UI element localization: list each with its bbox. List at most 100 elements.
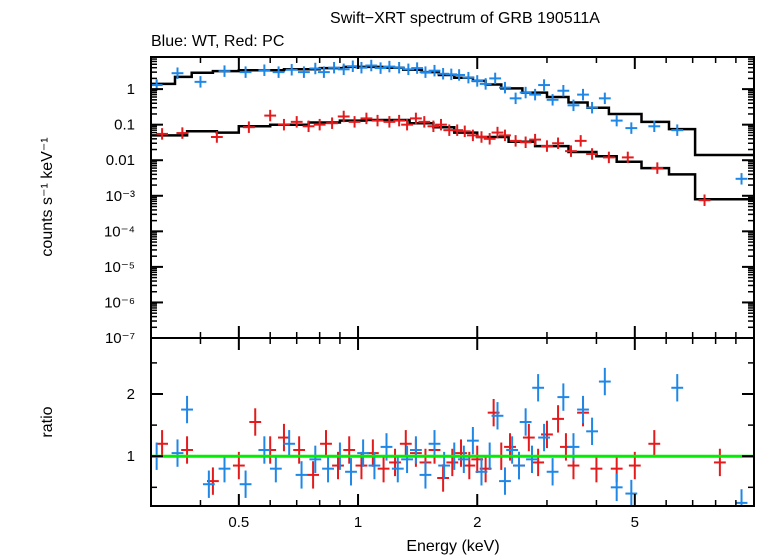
spectrum-pc-point bbox=[458, 125, 471, 138]
ratio-pc-point bbox=[446, 448, 459, 477]
model-line-wt bbox=[151, 65, 754, 157]
spectrum-wt-point bbox=[393, 61, 406, 74]
ratio-pc-point bbox=[713, 448, 726, 477]
spectrum-pc-point bbox=[348, 116, 361, 128]
spectrum-pc-point bbox=[302, 120, 315, 133]
spectrum-wt-point bbox=[194, 76, 207, 88]
spectrum-wt-point bbox=[538, 79, 550, 91]
ratio-pc-point bbox=[278, 423, 290, 452]
spectrum-wt-point bbox=[337, 63, 350, 76]
ratio-wt-point bbox=[409, 436, 422, 464]
ratio-wt-point bbox=[295, 461, 308, 489]
ratio-wt-layer bbox=[150, 367, 748, 506]
spectrum-pc-point bbox=[337, 110, 350, 123]
ratio-wt-point bbox=[625, 479, 638, 506]
ratio-pc-point bbox=[437, 464, 450, 492]
spectrum-wt-point bbox=[298, 66, 310, 78]
ratio-wt-point bbox=[457, 445, 470, 474]
ratio-wt-point bbox=[671, 374, 684, 402]
ratio-pc-point bbox=[320, 430, 332, 458]
ratio-wt-point bbox=[577, 395, 589, 424]
spectrum-wt-point bbox=[519, 86, 532, 99]
spectrum-pc-point bbox=[383, 116, 396, 128]
spectrum-wt-point bbox=[529, 88, 542, 101]
spectrum-y-tick-label: 10⁻⁶ bbox=[104, 294, 135, 311]
spectrum-pc-point bbox=[290, 116, 303, 128]
spectrum-wt-point bbox=[499, 81, 511, 94]
spectrum-wt-point bbox=[489, 72, 502, 85]
spectrum-pc-point bbox=[360, 112, 373, 125]
spectrum-wt-point bbox=[171, 67, 184, 79]
spectrum-pc-point bbox=[565, 145, 577, 157]
spectrum-y-tick-label: 10⁻⁴ bbox=[104, 223, 135, 240]
spectrum-wt-point bbox=[383, 60, 396, 73]
spectrum-pc-point bbox=[401, 118, 413, 131]
ratio-axes: 12 bbox=[127, 362, 754, 489]
spectrum-pc-point bbox=[519, 136, 532, 148]
ratio-pc-point bbox=[249, 408, 262, 436]
ratio-wt-point bbox=[526, 445, 538, 474]
spectrum-wt-point bbox=[479, 78, 492, 90]
spectrum-wt-point bbox=[610, 114, 623, 127]
ratio-wt-point bbox=[309, 445, 322, 474]
ratio-wt-point bbox=[735, 489, 748, 506]
spectrum-wt-point bbox=[735, 173, 748, 185]
spectrum-wt-layer bbox=[150, 59, 748, 185]
spectrum-pc-point bbox=[574, 135, 587, 147]
spectrum-wt-point bbox=[625, 122, 638, 134]
spectrum-pc-point bbox=[529, 133, 542, 146]
spectrum-pc-point bbox=[326, 117, 339, 129]
spectrum-pc-point bbox=[264, 109, 277, 122]
x-tick-label: 0.5 bbox=[228, 514, 249, 531]
x-tick-label: 5 bbox=[631, 514, 639, 531]
spectrum-pc-layer bbox=[156, 109, 711, 206]
ratio-wt-point bbox=[345, 458, 357, 486]
spectrum-pc-point bbox=[242, 121, 255, 133]
ratio-wt-point bbox=[357, 439, 370, 467]
spectrum-pc-point bbox=[451, 124, 464, 136]
ratio-wt-point bbox=[239, 470, 252, 498]
spectrum-wt-point bbox=[598, 92, 611, 105]
spectrum-pc-point bbox=[409, 112, 422, 125]
ratio-wt-point bbox=[283, 430, 296, 458]
spectrum-pc-point bbox=[435, 118, 447, 131]
ratio-pc-point bbox=[343, 436, 356, 464]
ratio-wt-point bbox=[269, 454, 282, 483]
ratio-pc-point bbox=[541, 420, 553, 449]
ratio-plot-frame bbox=[150, 337, 755, 507]
model-line-pc bbox=[151, 118, 754, 201]
ratio-wt-point bbox=[218, 454, 231, 483]
x-axis-ticks: 0.5 1 2 5 bbox=[150, 57, 737, 531]
ratio-pc-point bbox=[377, 454, 390, 483]
spectrum-pc-point bbox=[602, 151, 615, 164]
ratio-y-tick-label: 2 bbox=[127, 386, 135, 403]
ratio-wt-point bbox=[181, 395, 193, 424]
spectrum-pc-point bbox=[278, 118, 290, 131]
chart-title: Swift−XRT spectrum of GRB 190511A bbox=[330, 10, 600, 27]
x-tick-label: 1 bbox=[354, 514, 362, 531]
spectrum-pc-point bbox=[651, 162, 664, 174]
spectrum-y-tick-label: 10⁻⁷ bbox=[105, 330, 135, 347]
spectrum-pc-point bbox=[491, 126, 504, 139]
ratio-pc-point bbox=[181, 436, 193, 464]
ratio-wt-point bbox=[401, 445, 413, 474]
ratio-pc-point bbox=[156, 430, 169, 458]
ratio-wt-point bbox=[546, 458, 559, 486]
ratio-wt-point bbox=[202, 470, 215, 498]
spectrum-wt-point bbox=[218, 65, 231, 77]
spectrum-wt-point bbox=[509, 92, 522, 105]
spectrum-pc-point bbox=[541, 140, 553, 152]
ratio-wt-point bbox=[491, 402, 504, 430]
spectrum-plot-frame bbox=[150, 56, 755, 339]
spectrum-wt-point bbox=[648, 120, 661, 133]
x-tick-label: 2 bbox=[473, 514, 481, 531]
spectrum-wt-point bbox=[453, 69, 466, 81]
ratio-wt-point bbox=[419, 461, 432, 489]
spectrum-pc-point bbox=[509, 135, 522, 147]
spectrum-wt-point bbox=[374, 62, 387, 74]
spectrum-pc-point bbox=[483, 133, 496, 145]
spectrum-pc-point bbox=[499, 129, 511, 142]
ratio-wt-point bbox=[506, 436, 519, 464]
ratio-y-tick-label: 1 bbox=[127, 448, 135, 465]
spectrum-pc-point bbox=[418, 116, 431, 128]
